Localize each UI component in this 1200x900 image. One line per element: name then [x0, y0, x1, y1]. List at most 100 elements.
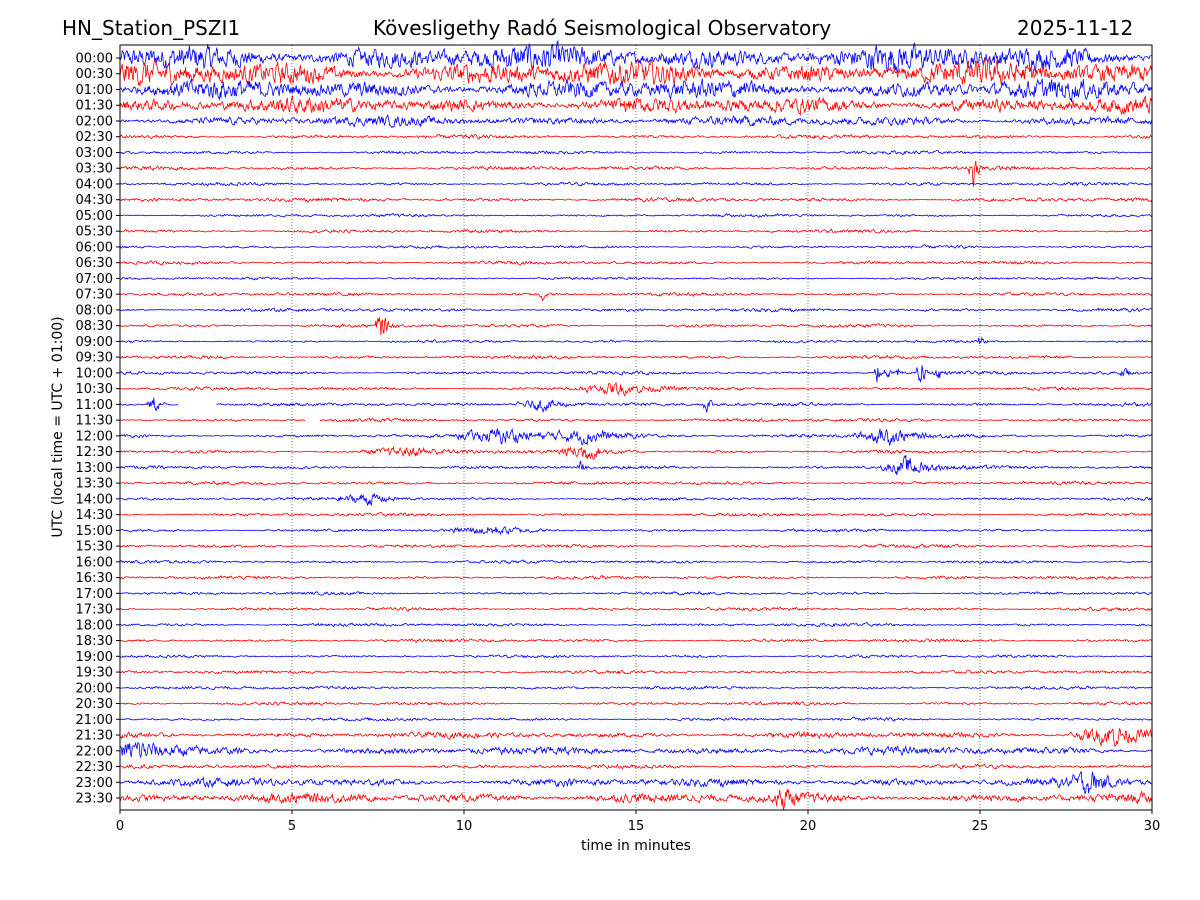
y-tick-label: 19:00 — [76, 650, 113, 665]
y-tick-label: 22:00 — [76, 744, 113, 759]
trace-2200 — [119, 741, 1153, 758]
y-tick-label: 10:00 — [76, 366, 113, 381]
y-tick-label: 02:30 — [76, 130, 113, 145]
x-tick-label: 5 — [288, 819, 296, 834]
y-tick-label: 13:00 — [76, 461, 113, 476]
y-tick-label: 20:00 — [76, 681, 113, 696]
y-tick-label: 04:30 — [76, 193, 113, 208]
trace-2130 — [119, 728, 1153, 747]
x-axis-label: time in minutes — [581, 838, 691, 854]
trace-1330 — [119, 480, 1153, 486]
station-title: HN_Station_PSZI1 — [62, 16, 241, 40]
trace-1200 — [119, 428, 1153, 447]
y-tick-label: 06:00 — [76, 240, 113, 255]
trace-1700 — [119, 590, 1153, 596]
y-tick-label: 17:30 — [76, 603, 113, 618]
y-tick-label: 00:30 — [76, 67, 113, 82]
y-tick-label: 12:00 — [76, 429, 113, 444]
y-tick-label: 04:00 — [76, 177, 113, 192]
trace-1800 — [119, 622, 1153, 628]
y-tick-label: 05:00 — [76, 209, 113, 224]
y-tick-label: 15:30 — [76, 540, 113, 555]
trace-0400 — [119, 181, 1153, 187]
y-tick-label: 07:30 — [76, 288, 113, 303]
y-tick-label: 22:30 — [76, 760, 113, 775]
trace-2030 — [119, 700, 1153, 706]
y-tick-label: 18:30 — [76, 634, 113, 649]
date-title: 2025-11-12 — [1017, 16, 1134, 40]
trace-1100 — [119, 397, 179, 412]
trace-0830 — [119, 317, 1153, 336]
y-tick-label: 06:30 — [76, 256, 113, 271]
y-tick-label: 08:00 — [76, 303, 113, 318]
y-tick-label: 12:30 — [76, 445, 113, 460]
trace-1600 — [119, 559, 1153, 565]
trace-1500 — [119, 526, 1153, 536]
trace-0100 — [119, 78, 1153, 103]
trace-1400 — [119, 493, 1153, 506]
y-tick-label: 01:00 — [76, 83, 113, 98]
trace-1130 — [319, 417, 1153, 423]
x-tick-label: 0 — [116, 819, 124, 834]
y-tick-label: 16:00 — [76, 555, 113, 570]
trace-2100 — [119, 716, 1153, 722]
trace-1430 — [119, 512, 1153, 518]
trace-1630 — [119, 574, 1153, 580]
y-tick-label: 15:00 — [76, 524, 113, 539]
y-tick-label: 21:30 — [76, 729, 113, 744]
y-tick-label: 19:30 — [76, 666, 113, 681]
trace-1030 — [119, 382, 1153, 398]
trace-0030 — [119, 58, 1153, 87]
trace-1130 — [119, 418, 306, 422]
trace-0800 — [119, 307, 1153, 313]
trace-2230 — [119, 763, 1153, 770]
y-tick-label: 18:00 — [76, 618, 113, 633]
x-tick-label: 10 — [456, 819, 473, 834]
y-tick-label: 09:30 — [76, 351, 113, 366]
trace-0300 — [119, 149, 1153, 156]
y-tick-label: 05:30 — [76, 225, 113, 240]
y-tick-label: 14:30 — [76, 508, 113, 523]
y-axis-label: UTC (local time = UTC + 01:00) — [50, 316, 66, 537]
trace-1530 — [119, 543, 1152, 550]
trace-0630 — [119, 260, 1153, 266]
trace-2300 — [119, 770, 1153, 795]
trace-2000 — [120, 685, 1153, 691]
y-tick-label: 16:30 — [76, 571, 113, 586]
x-tick-label: 15 — [628, 819, 645, 834]
y-tick-label: 03:30 — [76, 162, 113, 177]
trace-1230 — [120, 446, 1153, 460]
trace-0230 — [119, 133, 1153, 140]
y-tick-label: 20:30 — [76, 697, 113, 712]
y-tick-label: 21:00 — [76, 713, 113, 728]
y-tick-label: 10:30 — [76, 382, 113, 397]
x-tick-label: 20 — [800, 819, 817, 834]
y-tick-label: 17:00 — [76, 587, 113, 602]
trace-0900 — [119, 336, 1153, 344]
y-tick-label: 11:30 — [76, 414, 113, 429]
y-tick-label: 00:00 — [76, 52, 113, 67]
y-tick-label: 13:30 — [76, 477, 113, 492]
trace-2330 — [119, 789, 1153, 811]
y-tick-label: 08:30 — [76, 319, 113, 334]
trace-1730 — [119, 606, 1153, 612]
trace-1100 — [216, 399, 1153, 413]
y-tick-label: 01:30 — [76, 99, 113, 114]
trace-0200 — [119, 113, 1153, 129]
trace-0600 — [119, 244, 1152, 250]
y-tick-label: 11:00 — [76, 398, 113, 413]
y-tick-label: 02:00 — [76, 114, 113, 129]
trace-0930 — [119, 354, 1153, 360]
y-tick-label: 03:00 — [76, 146, 113, 161]
trace-0530 — [119, 228, 1153, 234]
y-tick-label: 23:30 — [76, 792, 113, 807]
y-tick-label: 14:00 — [76, 492, 113, 507]
y-tick-label: 23:00 — [76, 776, 113, 791]
trace-1830 — [119, 638, 1152, 643]
trace-0000 — [119, 39, 1153, 74]
chart-title: Kövesligethy Radó Seismological Observat… — [373, 16, 832, 40]
y-tick-label: 07:00 — [76, 272, 113, 287]
x-tick-label: 25 — [972, 819, 989, 834]
trace-0130 — [119, 95, 1153, 116]
